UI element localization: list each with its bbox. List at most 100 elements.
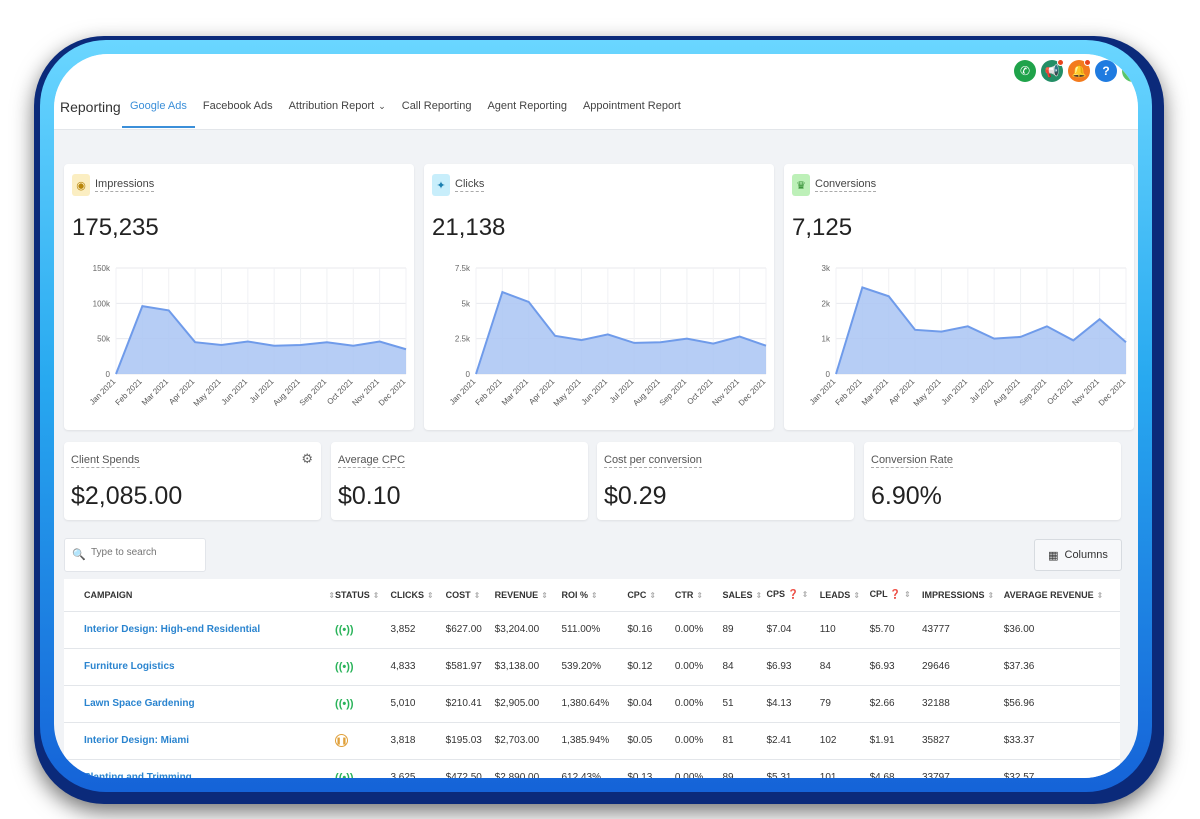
tab-google-ads[interactable]: Google Ads — [122, 100, 195, 128]
info-icon[interactable]: ❓ — [889, 589, 902, 600]
columns-icon: ▦ — [1048, 549, 1059, 562]
cell-cpc: $0.16 — [627, 611, 675, 649]
help-icon[interactable]: ? — [1095, 60, 1117, 82]
table-row[interactable]: Interior Design: Miami ❚❚ 3,818 $195.03 $2,7… — [64, 722, 1120, 760]
table-body: Interior Design: High-end Residential ((•… — [64, 611, 1120, 778]
col-sales[interactable]: SALES ⇕ — [722, 579, 767, 612]
cell-cpc: $0.05 — [627, 722, 675, 760]
search-input[interactable] — [91, 547, 201, 558]
campaign-link[interactable]: Interior Design: High-end Residential — [64, 611, 336, 649]
eye-icon: ◉ — [72, 174, 90, 196]
campaign-link[interactable]: Lawn Space Gardening — [64, 685, 336, 723]
x-tick-label: May 2021 — [552, 377, 584, 409]
x-tick-label: Dec 2021 — [737, 377, 768, 408]
clicks-header: ✦ Clicks — [432, 174, 485, 196]
cell-impressions: 35827 — [921, 722, 1004, 760]
x-tick-label: Nov 2021 — [1070, 377, 1101, 408]
series-area — [116, 306, 406, 374]
cell-revenue: $3,138.00 — [494, 648, 562, 686]
gear-icon[interactable]: ⚙ — [301, 451, 313, 466]
conversion-rate-value: 6.90% — [871, 482, 942, 510]
table-row[interactable]: Planting and Trimming ((•)) 3,625 $472.50 $2… — [64, 759, 1120, 778]
average-cpc-value: $0.10 — [338, 482, 401, 510]
cell-ctr: 0.00% — [674, 611, 723, 649]
sort-icon: ⇕ — [426, 590, 434, 600]
live-signal-icon[interactable]: ((•)) — [335, 660, 354, 673]
cell-impressions: 29646 — [921, 648, 1004, 686]
col-status[interactable]: STATUS ⇕ — [335, 579, 391, 612]
col-clicks[interactable]: CLICKS ⇕ — [390, 579, 446, 612]
x-tick-label: Jan 2021 — [88, 377, 118, 407]
x-tick-label: Mar 2021 — [860, 377, 891, 408]
y-tick-label: 0 — [466, 370, 471, 379]
y-tick-label: 2.5k — [455, 335, 471, 344]
col-cpl[interactable]: CPL ❓ ⇕ — [869, 579, 922, 612]
x-tick-label: Aug 2021 — [631, 377, 662, 408]
clicks-label: Clicks — [455, 178, 485, 192]
conversions-value: 7,125 — [792, 214, 853, 241]
col-cpc[interactable]: CPC ⇕ — [627, 579, 675, 612]
tab-appointment-report[interactable]: Appointment Report — [582, 100, 681, 112]
cell-sales: 51 — [722, 685, 767, 723]
avatar[interactable] — [1122, 60, 1136, 82]
sort-icon: ⇕ — [473, 590, 481, 600]
live-signal-icon[interactable]: ((•)) — [335, 623, 354, 636]
y-tick-label: 150k — [93, 264, 111, 273]
tab-attribution-report[interactable]: Attribution Report ⌄ — [281, 100, 394, 128]
col-average-revenue[interactable]: AVERAGE REVENUE ⇕ — [1003, 579, 1120, 612]
cost-per-conversion-card: Cost per conversion $0.29 — [597, 442, 854, 520]
cell-cpl: $5.70 — [869, 611, 922, 649]
live-signal-icon[interactable]: ((•)) — [335, 697, 354, 710]
tab-facebook-ads[interactable]: Facebook Ads — [202, 100, 273, 112]
col-cost[interactable]: COST ⇕ — [445, 579, 495, 612]
clicks-value: 21,138 — [432, 214, 506, 241]
campaign-link[interactable]: Planting and Trimming — [64, 759, 336, 778]
series-line — [475, 290, 767, 375]
tab-call-reporting[interactable]: Call Reporting — [401, 100, 472, 112]
series-line — [835, 286, 1127, 375]
live-signal-icon[interactable]: ((•)) — [335, 771, 354, 779]
info-icon[interactable]: ❓ — [787, 589, 799, 600]
x-tick-label: Dec 2021 — [1097, 377, 1128, 408]
y-tick-label: 100k — [93, 299, 111, 308]
table-row[interactable]: Interior Design: High-end Residential ((•… — [64, 611, 1120, 649]
impressions-value: 175,235 — [72, 214, 159, 241]
cell-roi: 511.00% — [561, 611, 628, 649]
col-campaign-label: CAMPAIGN — [84, 589, 133, 600]
col-impressions[interactable]: IMPRESSIONS ⇕ — [921, 579, 1004, 612]
bell-icon[interactable]: 🔔 — [1068, 59, 1091, 82]
y-tick-label: 50k — [97, 335, 111, 344]
col-leads[interactable]: LEADS ⇕ — [819, 579, 870, 612]
sort-icon: ⇕ — [904, 590, 911, 600]
x-tick-label: Feb 2021 — [474, 377, 505, 408]
paused-icon[interactable]: ❚❚ — [335, 734, 349, 747]
table-row[interactable]: Furniture Logistics ((•)) 4,833 $581.97 $3,1… — [64, 648, 1120, 686]
col-ctr[interactable]: CTR ⇕ — [674, 579, 723, 612]
cell-revenue: $2,905.00 — [494, 685, 562, 723]
cell-revenue: $2,890.00 — [494, 759, 562, 778]
table-header-row: CAMPAIGN ⇕ STATUS ⇕ CLICKS ⇕ COST ⇕ REVENUE ⇕… — [64, 579, 1120, 612]
cell-leads: 84 — [819, 648, 870, 686]
x-tick-label: Nov 2021 — [710, 377, 741, 408]
campaign-link[interactable]: Interior Design: Miami — [64, 722, 336, 760]
table-row[interactable]: Lawn Space Gardening ((•)) 5,010 $210.41 $2,… — [64, 685, 1120, 723]
status-cell: ((•)) — [335, 611, 391, 649]
tab-attribution-label: Attribution Report — [288, 100, 375, 112]
cell-clicks: 3,625 — [390, 759, 446, 778]
phone-icon[interactable]: ✆ — [1014, 60, 1036, 82]
cell-revenue: $3,204.00 — [494, 611, 562, 649]
col-revenue-label: REVENUE — [494, 589, 539, 600]
sort-icon: ⇕ — [1096, 590, 1104, 600]
columns-button[interactable]: ▦ Columns — [1034, 539, 1122, 571]
tab-agent-reporting[interactable]: Agent Reporting — [487, 100, 567, 112]
impressions-label: Impressions — [95, 178, 155, 192]
average-cpc-label: Average CPC — [338, 454, 406, 468]
megaphone-icon[interactable]: 📢 — [1041, 59, 1064, 82]
col-cps-label: CPS — [766, 589, 785, 600]
col-roi[interactable]: ROI % ⇕ — [561, 579, 628, 612]
col-campaign[interactable]: CAMPAIGN ⇕ — [64, 579, 336, 612]
campaign-link[interactable]: Furniture Logistics — [64, 648, 336, 686]
series-line — [115, 305, 407, 375]
col-cps[interactable]: CPS ❓ ⇕ — [766, 579, 820, 612]
col-revenue[interactable]: REVENUE ⇕ — [494, 579, 562, 612]
